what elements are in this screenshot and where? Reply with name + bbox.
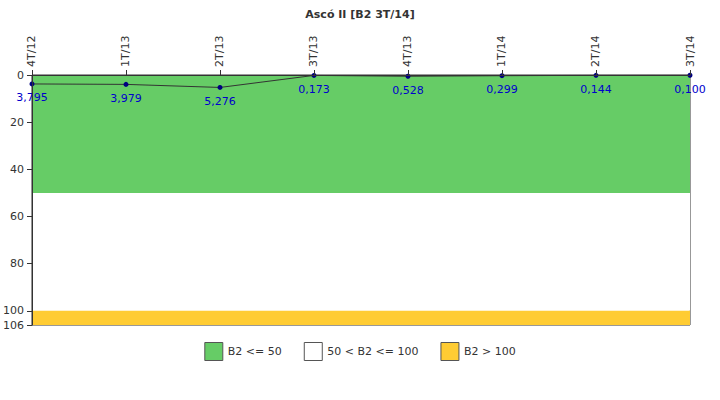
svg-text:B2 <= 50: B2 <= 50: [228, 345, 282, 358]
svg-text:5,276: 5,276: [204, 95, 236, 108]
svg-text:3T/13: 3T/13: [307, 36, 320, 67]
svg-text:0,100: 0,100: [674, 83, 706, 96]
svg-text:0,144: 0,144: [580, 83, 612, 96]
svg-text:2T/13: 2T/13: [213, 36, 226, 67]
svg-text:0,299: 0,299: [486, 83, 517, 96]
svg-text:3,795: 3,795: [16, 91, 47, 104]
svg-text:Ascó II [B2 3T/14]: Ascó II [B2 3T/14]: [305, 8, 414, 21]
svg-text:40: 40: [10, 163, 24, 176]
svg-text:80: 80: [10, 257, 24, 270]
svg-text:B2 > 100: B2 > 100: [464, 345, 516, 358]
svg-text:60: 60: [10, 210, 24, 223]
svg-text:3,979: 3,979: [110, 92, 142, 105]
svg-text:4T/13: 4T/13: [401, 36, 414, 67]
svg-text:1T/13: 1T/13: [119, 36, 132, 67]
svg-text:50 < B2 <= 100: 50 < B2 <= 100: [327, 345, 418, 358]
svg-text:1T/14: 1T/14: [495, 36, 508, 67]
svg-text:3T/14: 3T/14: [684, 36, 697, 67]
svg-text:106: 106: [3, 319, 24, 332]
svg-text:100: 100: [3, 304, 24, 317]
svg-text:4T/12: 4T/12: [25, 36, 38, 67]
svg-text:20: 20: [10, 116, 24, 129]
svg-text:0: 0: [17, 69, 24, 82]
svg-text:2T/14: 2T/14: [589, 36, 602, 67]
svg-text:0,528: 0,528: [392, 84, 424, 97]
svg-text:0,173: 0,173: [298, 83, 330, 96]
